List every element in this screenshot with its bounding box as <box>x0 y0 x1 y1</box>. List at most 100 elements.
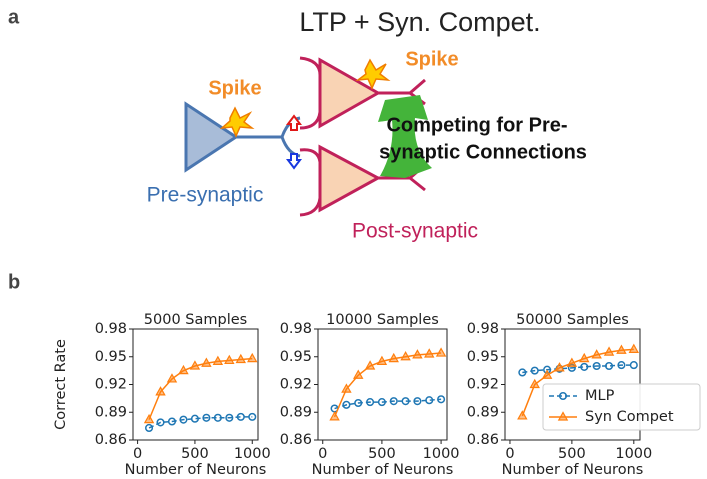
marker <box>155 386 166 396</box>
marker <box>179 415 188 424</box>
marker <box>354 398 363 408</box>
y-tick-label: 0.89 <box>95 404 127 420</box>
marker <box>425 396 434 405</box>
x-tick-label: 500 <box>181 446 209 462</box>
marker <box>248 412 257 421</box>
marker <box>580 362 589 371</box>
diagram-title: LTP + Syn. Compet. <box>299 7 540 37</box>
chart-title: 10000 Samples <box>326 312 439 328</box>
dendrite <box>299 56 426 130</box>
y-tick-label: 0.98 <box>95 321 127 337</box>
series-line <box>521 348 634 417</box>
marker <box>166 373 178 383</box>
marker <box>376 355 388 365</box>
down-arrow <box>286 153 302 170</box>
x-tick-label: 1000 <box>615 446 652 462</box>
marker <box>201 357 212 367</box>
marker <box>541 369 553 379</box>
x-tick-label: 500 <box>558 446 586 462</box>
post-neuron <box>318 144 382 213</box>
post-label: Post-synaptic <box>352 220 478 243</box>
marker <box>341 383 352 393</box>
marker <box>235 353 247 364</box>
marker <box>603 346 615 356</box>
marker <box>400 351 411 361</box>
marker <box>518 368 527 377</box>
y-tick-label: 0.95 <box>95 349 127 365</box>
spike-label: Spike <box>405 48 458 70</box>
x-tick-label: 0 <box>318 446 327 462</box>
y-tick-label: 0.95 <box>467 349 499 365</box>
y-tick-label: 0.89 <box>280 404 312 420</box>
x-axis-label: Number of Neurons <box>125 462 267 478</box>
x-tick-label: 1000 <box>234 446 271 462</box>
marker <box>236 412 245 421</box>
plot-frame <box>317 328 448 441</box>
marker <box>435 347 447 357</box>
marker <box>517 410 528 420</box>
y-tick-label: 0.92 <box>95 377 127 393</box>
spike-icon <box>219 106 255 138</box>
marker <box>529 378 540 389</box>
y-tick-label: 0.92 <box>467 377 499 393</box>
compete-arrow <box>378 95 432 178</box>
series-line <box>334 398 442 410</box>
dendrite <box>299 148 426 217</box>
marker <box>145 423 154 433</box>
chart-title: 5000 Samples <box>144 312 247 328</box>
marker <box>167 417 177 426</box>
y-tick-label: 0.95 <box>280 349 312 365</box>
marker <box>190 414 199 423</box>
series-line <box>148 357 253 420</box>
marker <box>424 348 435 358</box>
marker <box>329 411 340 421</box>
marker <box>213 413 222 422</box>
marker <box>558 391 568 401</box>
y-tick-label: 0.86 <box>280 432 312 448</box>
marker <box>366 398 375 407</box>
panel-label: a <box>8 6 20 28</box>
series-line <box>148 416 253 429</box>
marker <box>566 357 578 367</box>
y-tick-label: 0.89 <box>467 404 499 420</box>
marker <box>225 413 234 422</box>
marker <box>592 361 601 371</box>
y-tick-label: 0.98 <box>467 321 499 337</box>
y-tick-label: 0.98 <box>280 321 312 337</box>
marker <box>629 361 638 370</box>
marker <box>604 361 614 371</box>
series-line <box>522 364 634 374</box>
marker <box>189 360 201 370</box>
y-axis-label: Correct Rate <box>53 339 69 430</box>
x-tick-label: 500 <box>368 446 396 462</box>
pre-neuron <box>184 101 239 173</box>
marker <box>342 400 351 409</box>
y-tick-label: 0.92 <box>280 377 312 393</box>
marker <box>353 369 364 379</box>
x-tick-label: 1000 <box>423 446 460 462</box>
marker <box>156 418 165 427</box>
marker <box>247 352 258 363</box>
marker <box>412 349 423 359</box>
marker <box>401 397 410 406</box>
marker <box>530 366 539 375</box>
marker <box>178 364 189 375</box>
marker <box>617 361 626 370</box>
marker <box>554 362 565 372</box>
x-axis-label: Number of Neurons <box>502 462 644 478</box>
legend-label: Syn Compet <box>585 409 674 425</box>
marker <box>628 343 640 353</box>
chart-title: 50000 Samples <box>516 312 629 328</box>
marker <box>224 354 235 365</box>
marker <box>143 413 155 424</box>
compete-text: synaptic Connections <box>379 141 587 163</box>
spike-label: Spike <box>208 77 261 99</box>
marker <box>579 352 590 363</box>
x-tick-label: 0 <box>133 446 142 462</box>
marker <box>616 344 627 354</box>
marker <box>557 411 569 421</box>
marker <box>413 397 422 406</box>
pre-label: Pre-synaptic <box>147 184 264 207</box>
